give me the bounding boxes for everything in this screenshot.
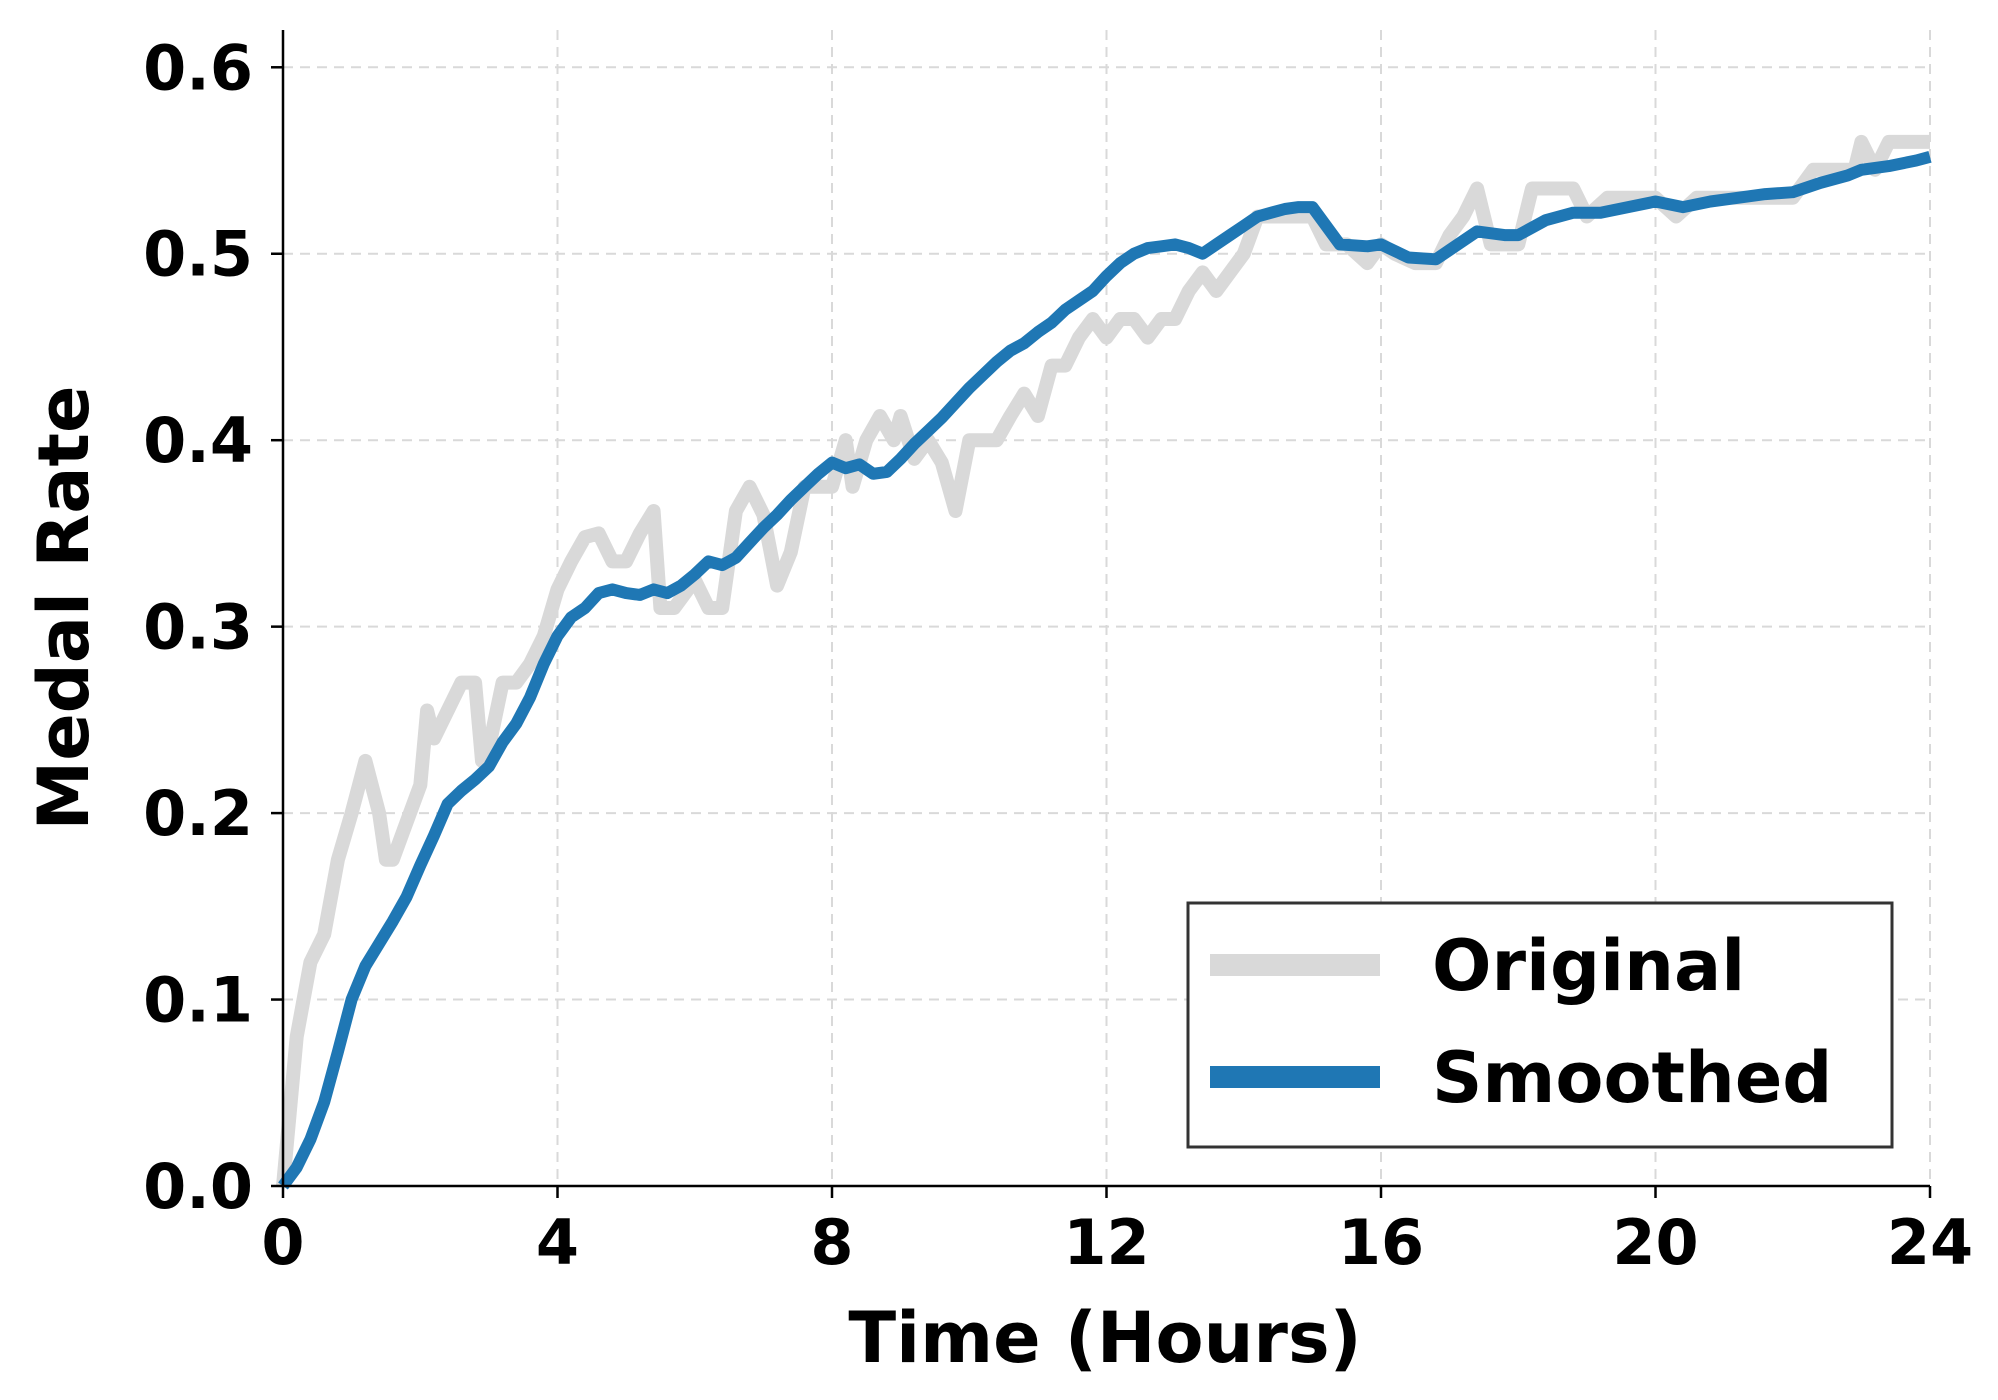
x-tick-label: 20: [1612, 1206, 1698, 1279]
y-tick-label: 0.3: [143, 591, 253, 664]
plot-area: [276, 134, 1932, 1190]
y-tick-label: 0.0: [143, 1150, 253, 1223]
y-tick-label: 0.6: [143, 31, 253, 104]
x-tick-label: 12: [1063, 1206, 1149, 1279]
y-tick-label: 0.2: [143, 777, 253, 850]
series-line-original: [276, 134, 1930, 1187]
legend: Original Smoothed: [1186, 901, 1894, 1149]
x-tick-label: 4: [536, 1206, 579, 1279]
legend-label-smoothed: Smoothed: [1432, 1037, 1832, 1119]
x-ticks: 0 4 8 12 16 20 24: [261, 1186, 1973, 1279]
y-tick-label: 0.1: [143, 964, 253, 1037]
legend-box: [1186, 901, 1894, 1149]
y-ticks: 0.0 0.1 0.2 0.3 0.4 0.5 0.6: [143, 31, 283, 1223]
series-line-smoothed: [278, 151, 1932, 1190]
legend-label-original: Original: [1432, 925, 1745, 1007]
y-tick-label: 0.4: [143, 404, 253, 477]
x-tick-label: 0: [261, 1206, 304, 1279]
x-tick-label: 16: [1338, 1206, 1424, 1279]
x-tick-label: 8: [810, 1206, 853, 1279]
y-axis-title: Medal Rate: [23, 386, 105, 831]
x-tick-label: 24: [1887, 1206, 1973, 1279]
x-axis-title: Time (Hours): [848, 1297, 1361, 1379]
y-tick-label: 0.5: [143, 218, 253, 291]
